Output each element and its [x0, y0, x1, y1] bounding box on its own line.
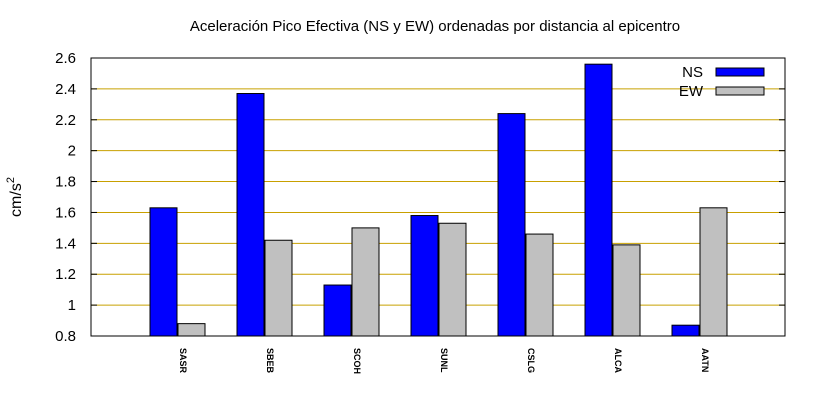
x-category-labels: SASR SBEB SCOH SUNL CSLG ALCA AATN	[178, 348, 710, 374]
y-tick-label: 1.4	[55, 235, 76, 252]
y-tick-label: 1.2	[55, 266, 76, 283]
bar-ns	[236, 93, 265, 337]
x-category-label: SUNL	[439, 348, 449, 373]
bar-ns	[497, 113, 526, 337]
bar-ns	[323, 284, 352, 337]
y-axis-label-exponent: 2	[5, 177, 17, 183]
bar-ew	[438, 222, 467, 337]
bar-ew	[699, 207, 728, 337]
bar-ns	[584, 63, 613, 337]
bar-ns	[671, 324, 700, 337]
y-axis-label: cm/s2	[5, 177, 25, 217]
bar-ew	[612, 244, 641, 337]
y-tick-labels: 0.8 1 1.2 1.4 1.6 1.8 2 2.2 2.4 2.6	[55, 50, 76, 345]
x-category-label: SCOH	[352, 348, 362, 374]
x-category-label: AATN	[700, 348, 710, 372]
legend-label-ns: NS	[682, 64, 703, 81]
x-category-label: ALCA	[613, 348, 623, 373]
x-category-label: CSLG	[526, 348, 536, 373]
x-category-label: SBEB	[265, 348, 275, 374]
svg-text:cm/s2: cm/s2	[5, 177, 25, 217]
chart-title: Aceleración Pico Efectiva (NS y EW) orde…	[190, 18, 680, 35]
legend-swatch-ew	[715, 86, 765, 96]
y-tick-label: 1.8	[55, 174, 76, 191]
y-tick-label: 1.6	[55, 204, 76, 221]
bar-ew	[264, 239, 293, 337]
y-tick-label: 2.6	[55, 50, 76, 67]
y-tick-label: 2	[68, 143, 76, 160]
bar-ew	[525, 233, 554, 337]
bar-ew	[177, 323, 206, 337]
x-category-label: SASR	[178, 348, 188, 374]
bar-ns	[410, 215, 439, 337]
y-tick-label: 2.2	[55, 112, 76, 129]
bars	[149, 63, 728, 337]
y-tick-label: 2.4	[55, 81, 76, 98]
bar-ew	[351, 227, 380, 337]
y-tick-label: 1	[68, 297, 76, 314]
legend: NS EW	[679, 64, 765, 100]
bar-ns	[149, 207, 178, 337]
y-tick-label: 0.8	[55, 328, 76, 345]
plot-frame	[90, 57, 786, 337]
legend-label-ew: EW	[679, 83, 704, 100]
legend-swatch-ns	[715, 67, 765, 77]
y-axis-label-text: cm/s	[8, 183, 25, 217]
